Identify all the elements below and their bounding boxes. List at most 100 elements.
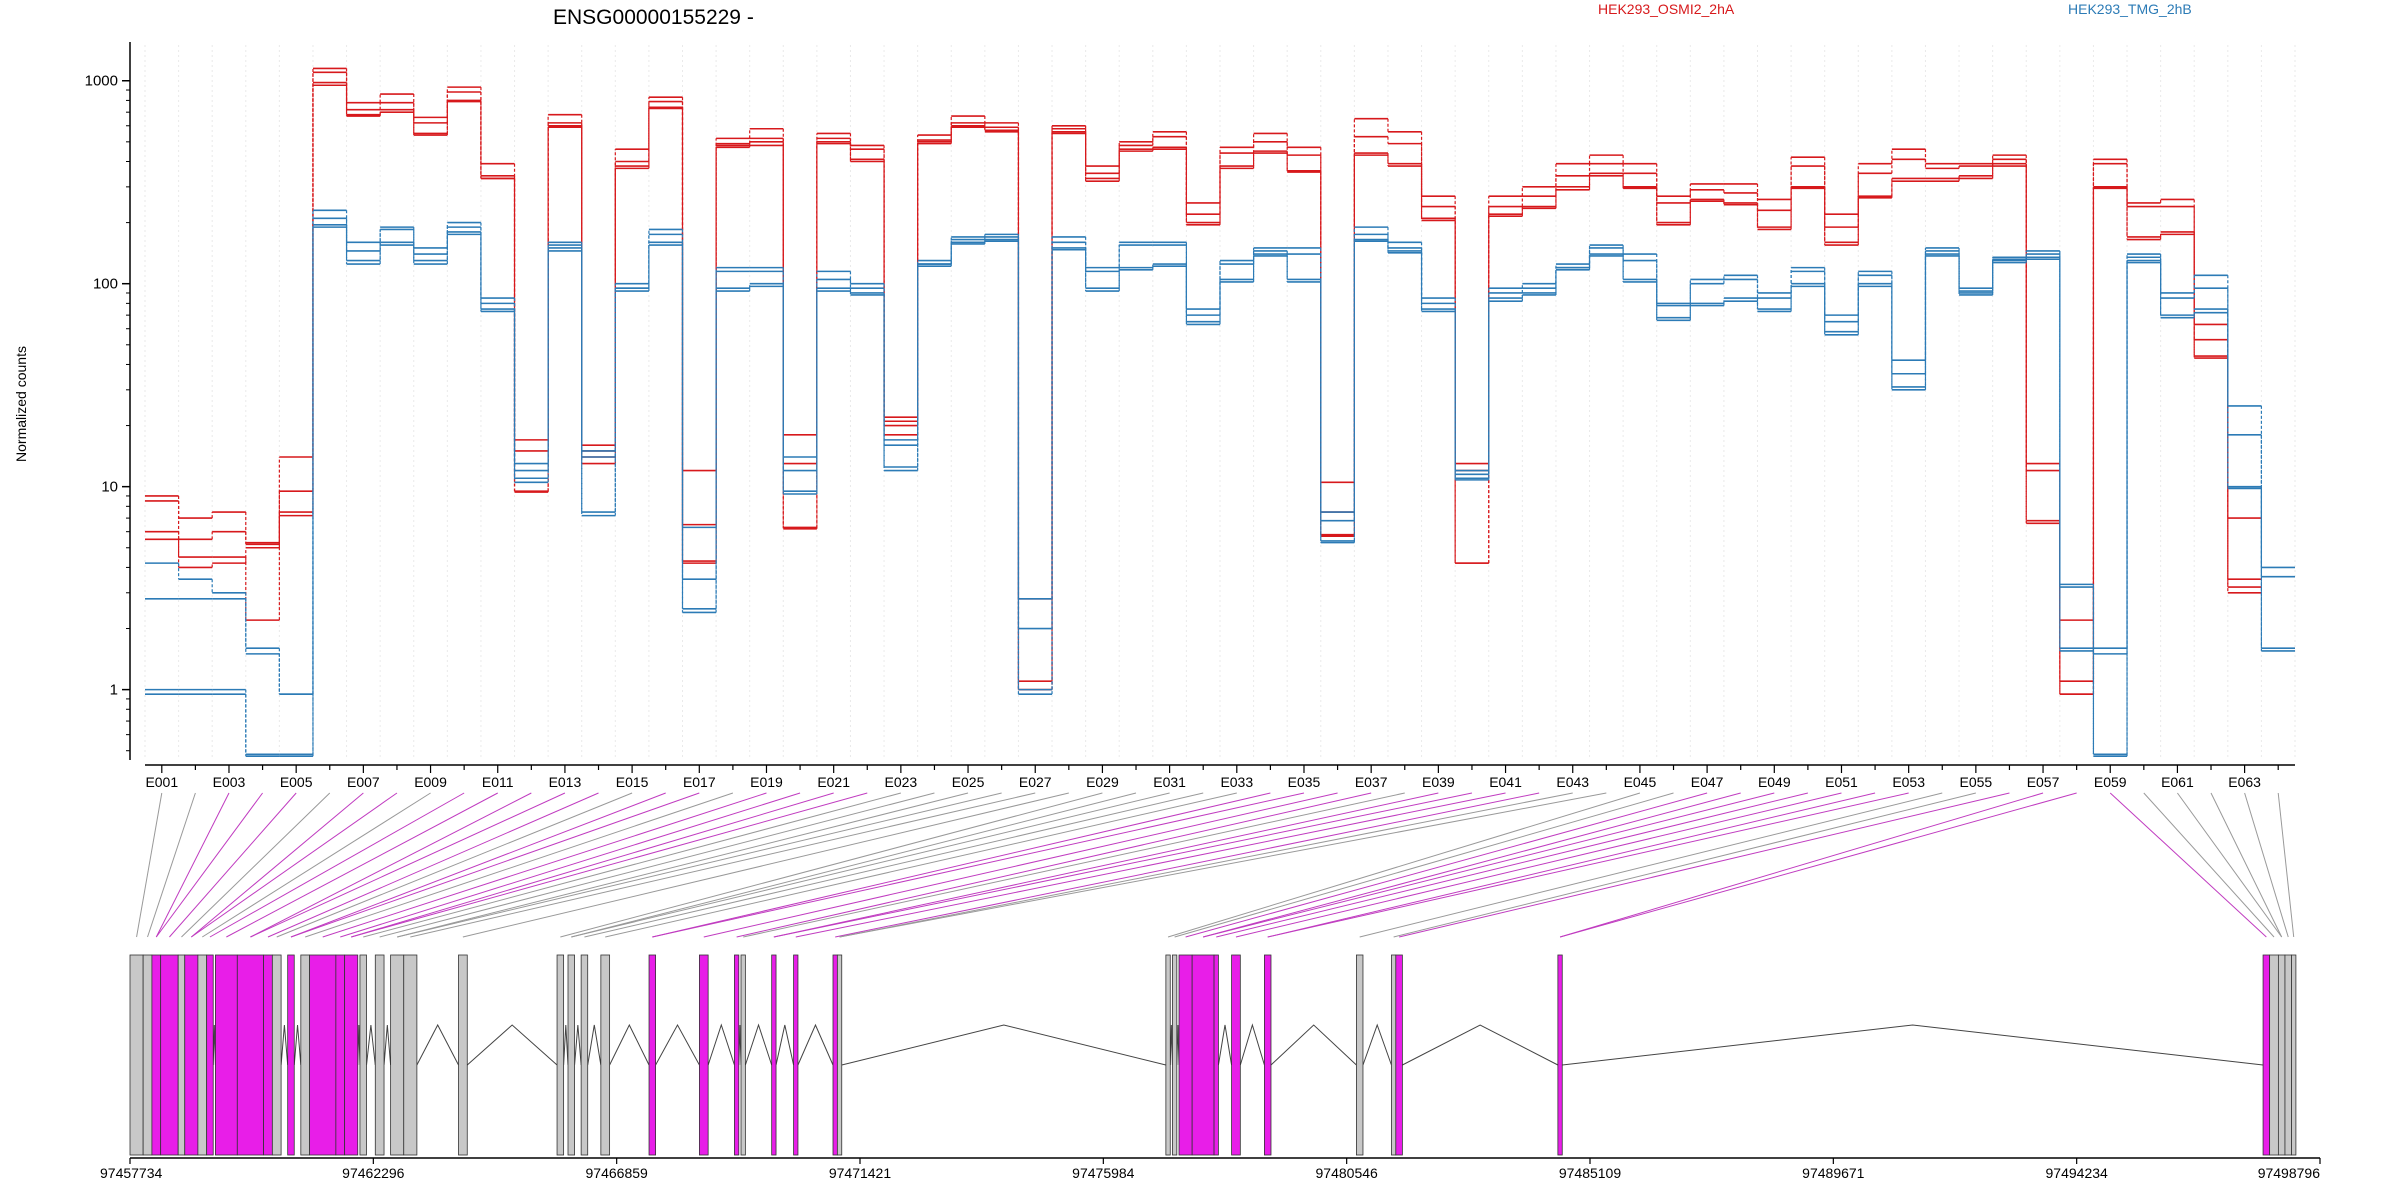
- gene-model: [129, 954, 2297, 1156]
- exon-label: E031: [1153, 774, 1186, 790]
- exon-bin-significant: [151, 954, 162, 1156]
- intron-line: [280, 1024, 289, 1066]
- exon-label: E029: [1086, 774, 1119, 790]
- exon-bin: [1356, 954, 1364, 1156]
- exon-connector: [1202, 792, 1775, 938]
- exon-connector: [571, 792, 1137, 938]
- exon-bin-significant: [215, 954, 238, 1156]
- exon-bin: [374, 954, 385, 1156]
- exon-bin-significant: [309, 954, 337, 1156]
- y-axis: 1 10 100 1000: [85, 42, 131, 760]
- exon-bin-significant: [335, 954, 346, 1156]
- exon-label: E015: [616, 774, 649, 790]
- series-layer: [145, 67, 2295, 757]
- exon-connector: [652, 792, 1271, 938]
- exon-bin-significant: [2262, 954, 2271, 1156]
- intron-line: [383, 1024, 392, 1066]
- exon-bin: [1172, 954, 1178, 1156]
- exon-label: E043: [1556, 774, 1589, 790]
- exon-bin-significant: [832, 954, 838, 1156]
- exon-connector: [1267, 792, 1876, 938]
- exon-connector: [736, 792, 1372, 938]
- intron-line: [1402, 1024, 1559, 1066]
- exon-bin-significant: [699, 954, 709, 1156]
- coord-label: 97494234: [2046, 1165, 2109, 1181]
- exon-connector: [743, 792, 1405, 938]
- exon-bin: [177, 954, 186, 1156]
- exon-connector: [397, 792, 1002, 938]
- exon-bin: [567, 954, 575, 1156]
- exon-label: E033: [1220, 774, 1253, 790]
- exon-connector: [1398, 792, 2010, 938]
- coord-label: 97480546: [1316, 1165, 1379, 1181]
- exon-bin: [2284, 954, 2292, 1156]
- exon-bin-significant: [344, 954, 359, 1156]
- exon-bin-significant: [236, 954, 264, 1156]
- exon-connector: [839, 792, 1607, 938]
- exon-bin: [1165, 954, 1171, 1156]
- exon-connector: [136, 792, 163, 938]
- exon-connector: [351, 792, 834, 938]
- exon-connector: [410, 792, 1036, 938]
- legend-entry-tmg: HEK293_TMG_2hB: [2068, 1, 2192, 17]
- series-3: [145, 84, 2262, 695]
- exon-label: E005: [280, 774, 313, 790]
- exon-bin: [1391, 954, 1397, 1156]
- exon-bin: [740, 954, 746, 1156]
- y-tick-label: 100: [93, 276, 118, 293]
- exon-bin: [556, 954, 565, 1156]
- exon-connector: [1359, 792, 1943, 938]
- exon-connector: [250, 792, 566, 938]
- exon-connector: [397, 792, 969, 938]
- exon-connector: [209, 792, 465, 938]
- exon-connector: [276, 792, 633, 938]
- exon-connector: [363, 792, 901, 938]
- exon-bin: [2277, 954, 2286, 1156]
- exon-label: E059: [2094, 774, 2127, 790]
- exon-connector: [147, 792, 196, 938]
- intron-line: [655, 1023, 700, 1066]
- exon-label: E049: [1758, 774, 1791, 790]
- exon-bin: [580, 954, 589, 1156]
- x-axis: E001 E003 E005 E007 E009 E011 E013 E015 E017 E019…: [145, 764, 2295, 790]
- exon-connector: [290, 792, 666, 938]
- exon-connector: [379, 792, 935, 938]
- exon-bin-significant: [1178, 954, 1193, 1156]
- exon-connector: [1559, 792, 2044, 938]
- exon-label: E045: [1624, 774, 1657, 790]
- exon-bin: [403, 954, 418, 1156]
- exon-connector: [2177, 792, 2283, 938]
- intron-line: [466, 1024, 558, 1066]
- coord-label: 97489671: [1802, 1165, 1865, 1181]
- y-tick-label: 1000: [85, 73, 118, 90]
- exon-label: E063: [2228, 774, 2261, 790]
- exon-bin: [142, 954, 153, 1156]
- exon-gridlines: [144, 45, 2296, 760]
- exon-connector: [1393, 792, 1976, 938]
- exon-label: E037: [1355, 774, 1388, 790]
- exon-bin-significant: [1231, 954, 1241, 1156]
- exon-connector: [2109, 792, 2267, 938]
- series-7: [145, 226, 2295, 757]
- exon-connector: [795, 792, 1506, 938]
- exon-bin: [129, 954, 144, 1156]
- exon-bin: [359, 954, 367, 1156]
- exon-connector: [1216, 792, 1809, 938]
- exon-label: E017: [683, 774, 716, 790]
- exon-connector: [462, 792, 1069, 938]
- exon-bin-significant: [184, 954, 199, 1156]
- exon-connector: [1202, 792, 1741, 938]
- exon-bin: [300, 954, 310, 1156]
- exon-connector: [250, 792, 532, 938]
- intron-line: [1217, 1024, 1233, 1066]
- exon-label: E055: [1960, 774, 1993, 790]
- exon-connector: [169, 792, 297, 938]
- exon-bin: [2269, 954, 2279, 1156]
- exon-bin-significant: [206, 954, 214, 1156]
- intron-line: [1562, 1024, 2264, 1066]
- exon-connector: [155, 792, 263, 938]
- exon-connector: [202, 792, 431, 938]
- exon-connector: [1185, 792, 1708, 938]
- exon-connector: [773, 792, 1439, 938]
- exon-connector: [290, 792, 700, 938]
